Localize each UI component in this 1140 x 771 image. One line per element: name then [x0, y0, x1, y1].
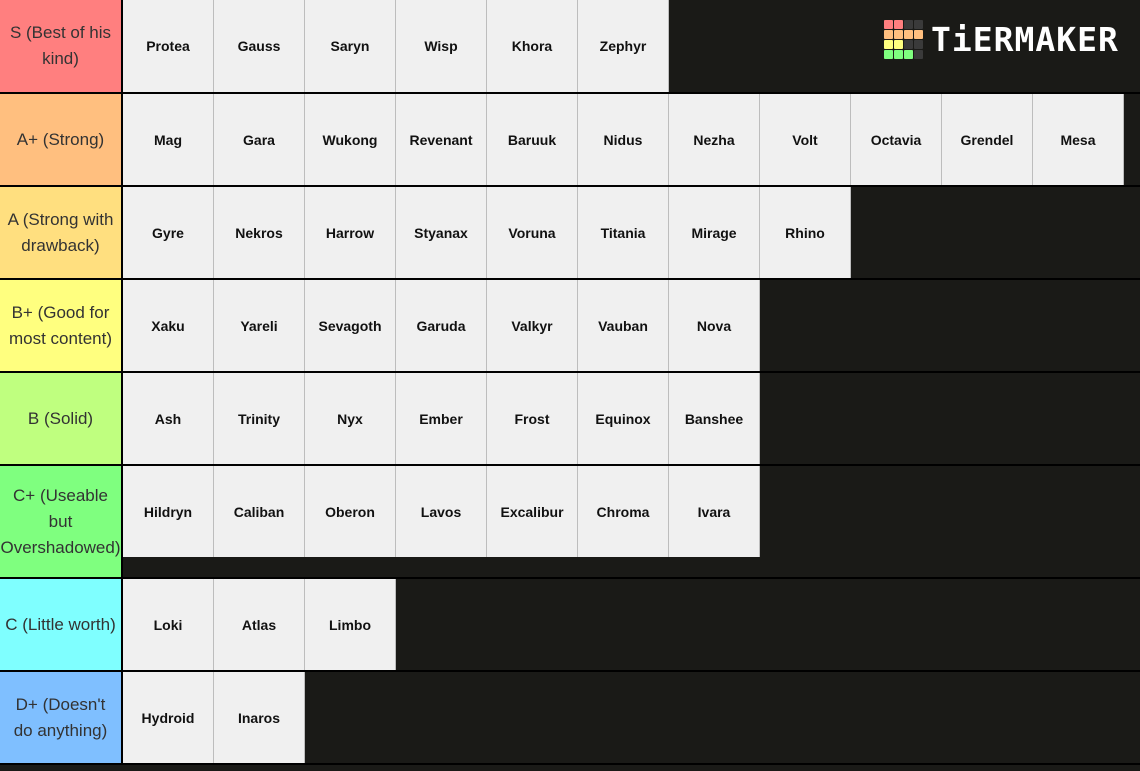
tier-row: B+ (Good for most content) Xaku Yareli Seva… [0, 280, 1140, 373]
tier-item[interactable]: Ash [123, 373, 214, 464]
logo-cell [904, 20, 913, 29]
tier-item[interactable]: Hildryn [123, 466, 214, 557]
tier-item[interactable]: Wisp [396, 0, 487, 92]
tier-row: A+ (Strong) Mag Gara Wukong Revenant Baruuk Ni… [0, 94, 1140, 187]
tier-item[interactable]: Wukong [305, 94, 396, 185]
tier-items: Ash Trinity Nyx Ember Frost Equinox Banshee [123, 373, 1140, 464]
tier-item[interactable]: Ivara [669, 466, 760, 557]
tier-item[interactable]: Harrow [305, 187, 396, 278]
tier-item[interactable]: Ember [396, 373, 487, 464]
tier-item[interactable]: Gara [214, 94, 305, 185]
logo-grid-icon [884, 20, 923, 59]
tier-label[interactable]: D+ (Doesn't do anything) [0, 672, 123, 763]
logo-cell [904, 50, 913, 59]
tier-item[interactable]: Garuda [396, 280, 487, 371]
tier-item[interactable]: Nyx [305, 373, 396, 464]
tier-item[interactable]: Titania [578, 187, 669, 278]
tier-item[interactable]: Volt [760, 94, 851, 185]
logo-cell [884, 30, 893, 39]
tier-items: Loki Atlas Limbo [123, 579, 1140, 670]
logo-cell [914, 40, 923, 49]
logo-cell [904, 40, 913, 49]
logo-cell [894, 50, 903, 59]
tier-items: Hildryn Caliban Oberon Lavos Excalibur Chroma… [123, 466, 1140, 577]
tier-item[interactable]: Caliban [214, 466, 305, 557]
tier-label[interactable]: B+ (Good for most content) [0, 280, 123, 371]
tier-item[interactable]: Nidus [578, 94, 669, 185]
tier-item[interactable]: Revenant [396, 94, 487, 185]
tier-row: D+ (Doesn't do anything) Hydroid Inaros [0, 672, 1140, 765]
tier-item[interactable]: Limbo [305, 579, 396, 670]
tier-row: C+ (Useable but Overshadowed) Hildryn Cali… [0, 466, 1140, 579]
tier-item[interactable]: Rhino [760, 187, 851, 278]
tier-label[interactable]: C (Little worth) [0, 579, 123, 670]
tier-label[interactable]: S (Best of his kind) [0, 0, 123, 92]
logo-cell [884, 20, 893, 29]
tier-items: Protea Gauss Saryn Wisp Khora Zephyr [123, 0, 1140, 92]
tier-item[interactable]: Loki [123, 579, 214, 670]
tier-row: B (Solid) Ash Trinity Nyx Ember Frost Equinox B… [0, 373, 1140, 466]
tier-items: Mag Gara Wukong Revenant Baruuk Nidus Nezha Vol… [123, 94, 1140, 185]
tier-item[interactable]: Inaros [214, 672, 305, 763]
tiermaker-logo: TiERMAKER [884, 20, 1119, 59]
tier-items: Xaku Yareli Sevagoth Garuda Valkyr Vauban Nova [123, 280, 1140, 371]
tier-item[interactable]: Frost [487, 373, 578, 464]
tier-item[interactable]: Excalibur [487, 466, 578, 557]
tier-item[interactable]: Voruna [487, 187, 578, 278]
tier-item[interactable]: Mag [123, 94, 214, 185]
logo-cell [894, 30, 903, 39]
tier-label[interactable]: A (Strong with drawback) [0, 187, 123, 278]
tier-item[interactable]: Octavia [851, 94, 942, 185]
logo-cell [884, 50, 893, 59]
tier-item[interactable]: Styanax [396, 187, 487, 278]
tier-item[interactable]: Gauss [214, 0, 305, 92]
logo-cell [904, 30, 913, 39]
logo-cell [914, 50, 923, 59]
tier-item[interactable]: Valkyr [487, 280, 578, 371]
logo-cell [914, 30, 923, 39]
tier-row: A (Strong with drawback) Gyre Nekros Harrow… [0, 187, 1140, 280]
tier-item[interactable]: Xaku [123, 280, 214, 371]
tier-item[interactable]: Protea [123, 0, 214, 92]
tier-item[interactable]: Mirage [669, 187, 760, 278]
tier-label[interactable]: B (Solid) [0, 373, 123, 464]
tier-label[interactable]: A+ (Strong) [0, 94, 123, 185]
logo-text: TiERMAKER [931, 20, 1119, 59]
logo-cell [894, 40, 903, 49]
logo-cell [914, 20, 923, 29]
tier-item[interactable]: Sevagoth [305, 280, 396, 371]
tier-item[interactable]: Baruuk [487, 94, 578, 185]
tier-item[interactable]: Nezha [669, 94, 760, 185]
tier-item[interactable]: Nova [669, 280, 760, 371]
tier-item[interactable]: Grendel [942, 94, 1033, 185]
tier-item[interactable]: Mesa [1033, 94, 1124, 185]
tier-item[interactable]: Equinox [578, 373, 669, 464]
logo-cell [894, 20, 903, 29]
tier-item[interactable]: Chroma [578, 466, 669, 557]
logo-cell [884, 40, 893, 49]
tier-item[interactable]: Banshee [669, 373, 760, 464]
tier-item[interactable]: Lavos [396, 466, 487, 557]
tier-items: Gyre Nekros Harrow Styanax Voruna Titania Mira… [123, 187, 1140, 278]
tier-row: S (Best of his kind) Protea Gauss Saryn Wisp… [0, 0, 1140, 94]
tier-item[interactable]: Zephyr [578, 0, 669, 92]
tier-item[interactable]: Saryn [305, 0, 396, 92]
tier-items: Hydroid Inaros [123, 672, 1140, 763]
tier-row: C (Little worth) Loki Atlas Limbo [0, 579, 1140, 672]
tier-item[interactable]: Atlas [214, 579, 305, 670]
tier-item[interactable]: Nekros [214, 187, 305, 278]
tier-item[interactable]: Khora [487, 0, 578, 92]
tier-item[interactable]: Yareli [214, 280, 305, 371]
tier-item[interactable]: Vauban [578, 280, 669, 371]
tier-label[interactable]: C+ (Useable but Overshadowed) [0, 466, 123, 577]
tier-item[interactable]: Trinity [214, 373, 305, 464]
tier-item[interactable]: Gyre [123, 187, 214, 278]
tier-item[interactable]: Oberon [305, 466, 396, 557]
tier-item[interactable]: Hydroid [123, 672, 214, 763]
